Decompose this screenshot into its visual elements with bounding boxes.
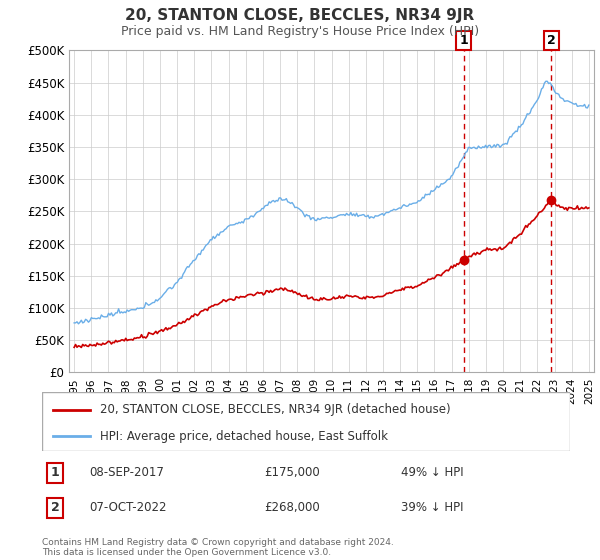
Text: Contains HM Land Registry data © Crown copyright and database right 2024.
This d: Contains HM Land Registry data © Crown c… — [42, 538, 394, 557]
Text: 2: 2 — [547, 34, 556, 47]
Text: 1: 1 — [51, 466, 59, 479]
Text: 08-SEP-2017: 08-SEP-2017 — [89, 466, 164, 479]
Text: 2: 2 — [51, 501, 59, 515]
Text: £175,000: £175,000 — [264, 466, 320, 479]
Text: 07-OCT-2022: 07-OCT-2022 — [89, 501, 167, 515]
FancyBboxPatch shape — [42, 392, 570, 451]
Text: £268,000: £268,000 — [264, 501, 320, 515]
Text: 39% ↓ HPI: 39% ↓ HPI — [401, 501, 464, 515]
Text: 20, STANTON CLOSE, BECCLES, NR34 9JR (detached house): 20, STANTON CLOSE, BECCLES, NR34 9JR (de… — [100, 403, 451, 416]
Text: HPI: Average price, detached house, East Suffolk: HPI: Average price, detached house, East… — [100, 430, 388, 442]
Text: 1: 1 — [459, 34, 468, 47]
Text: Price paid vs. HM Land Registry's House Price Index (HPI): Price paid vs. HM Land Registry's House … — [121, 25, 479, 38]
Text: 20, STANTON CLOSE, BECCLES, NR34 9JR: 20, STANTON CLOSE, BECCLES, NR34 9JR — [125, 8, 475, 24]
Text: 49% ↓ HPI: 49% ↓ HPI — [401, 466, 464, 479]
